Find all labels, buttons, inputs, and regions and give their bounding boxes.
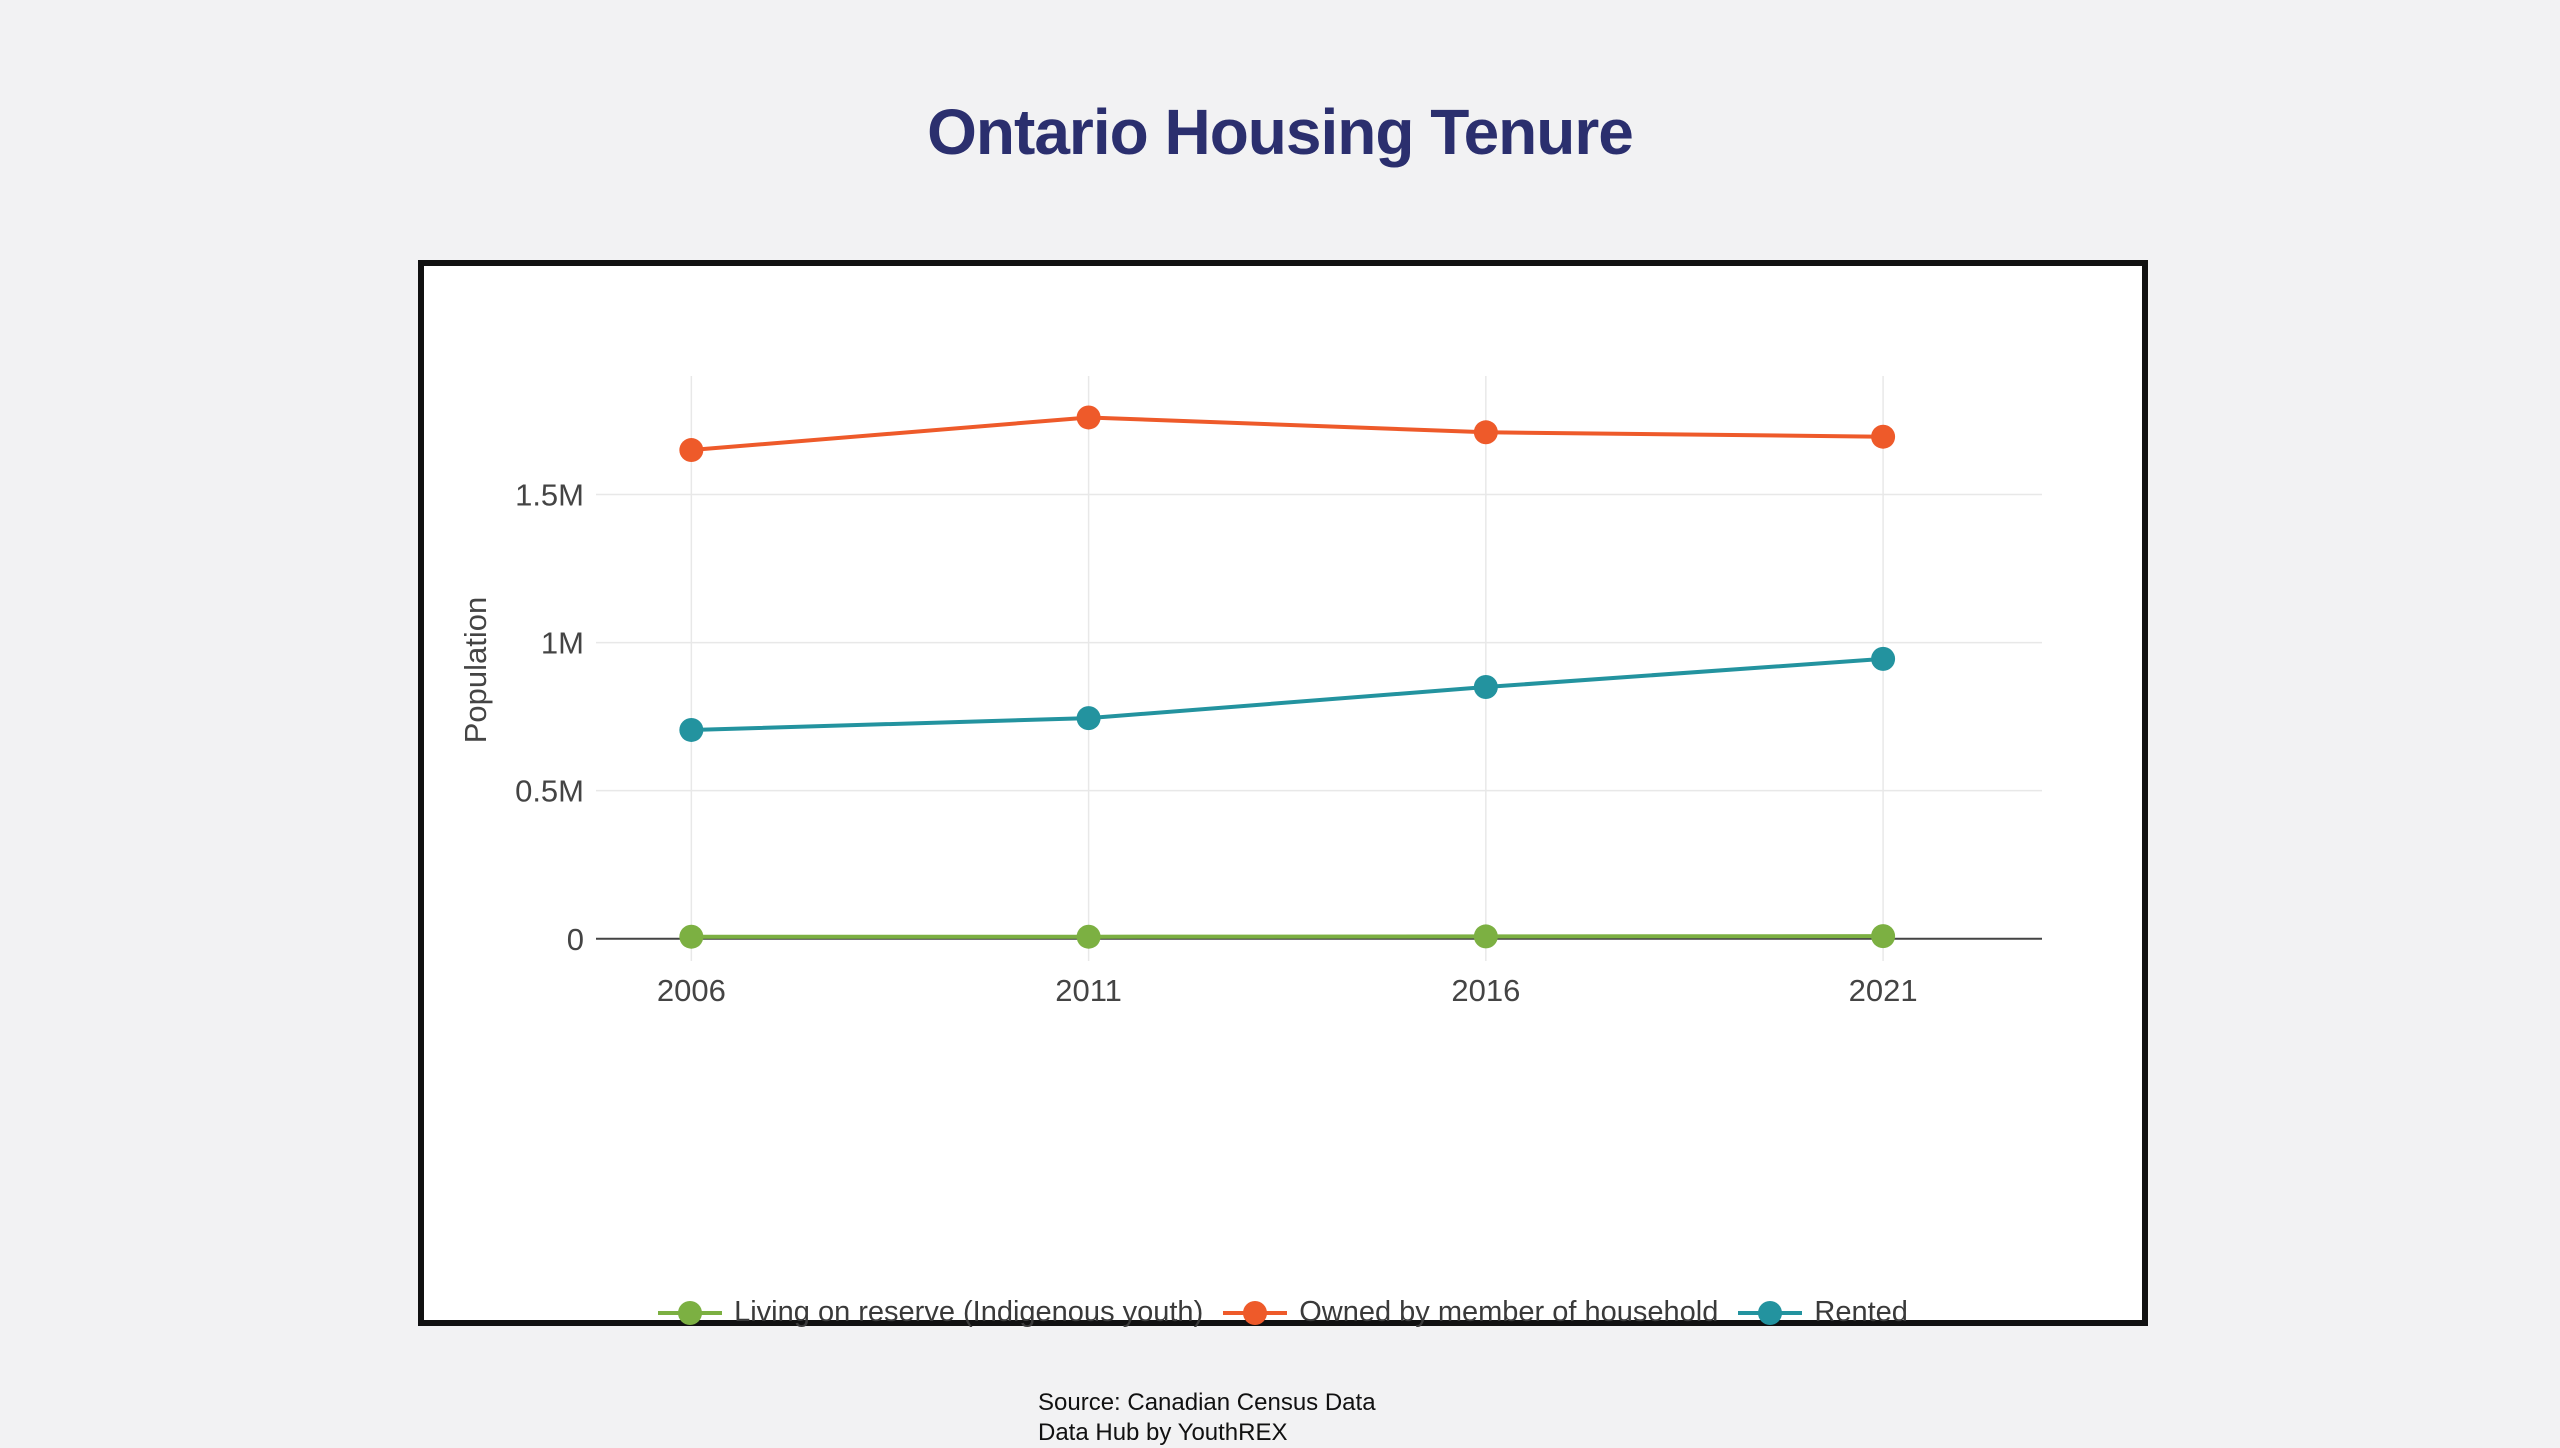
legend-dot-living-on-reserve (678, 1300, 703, 1325)
source-line: Source: Canadian Census Data (1038, 1389, 1376, 1416)
legend-dot-rented (1758, 1300, 1783, 1325)
y-tick-label: 0.5M (515, 774, 584, 809)
x-tick-label: 2016 (1451, 973, 1520, 1008)
series-line-0 (691, 934, 1884, 939)
y-tick-label: 0 (567, 922, 584, 957)
data-point (679, 924, 704, 949)
legend-item-owned[interactable]: Owned by member of household (1223, 1296, 1718, 1329)
x-tick-label: 2011 (1055, 973, 1122, 1008)
series-line-2 (691, 656, 1884, 732)
legend-label-living-on-reserve: Living on reserve (Indigenous youth) (734, 1296, 1204, 1328)
data-point (1076, 405, 1101, 430)
y-tick-label: 1M (541, 626, 584, 661)
legend-label-rented: Rented (1814, 1296, 1908, 1328)
credit-line: Data Hub by YouthREX (1038, 1419, 1288, 1446)
y-tick-label: 1.5M (515, 477, 584, 512)
data-point (679, 717, 704, 742)
page-title: Ontario Housing Tenure (927, 96, 1634, 168)
x-tick-label: 2006 (657, 973, 726, 1008)
legend-dot-owned (1243, 1300, 1268, 1325)
legend-swatch-icon (1223, 1298, 1288, 1328)
data-point (1473, 420, 1498, 445)
legend-item-rented[interactable]: Rented (1738, 1296, 1908, 1329)
data-point (1871, 424, 1896, 449)
y-axis-title: Population (458, 597, 493, 744)
source-note: Source: Canadian Census Data Data Hub by… (1038, 1388, 1376, 1448)
series-layer (679, 405, 1896, 949)
chart-legend: Living on reserve (Indigenous youth) Own… (424, 1296, 2142, 1329)
legend-item-living-on-reserve[interactable]: Living on reserve (Indigenous youth) (658, 1296, 1203, 1329)
data-point (679, 438, 704, 463)
data-point (1473, 675, 1498, 700)
x-tick-label: 2021 (1849, 973, 1918, 1008)
data-point (1076, 706, 1101, 731)
legend-swatch-icon (658, 1298, 723, 1328)
tick-labels: 2006 2011 2016 2021 0 0.5M 1M 1.5M Population (458, 477, 1918, 1008)
data-point (1473, 924, 1498, 949)
chart-frame: 2006 2011 2016 2021 0 0.5M 1M 1.5M Population Li… (418, 260, 2148, 1446)
series-line-1 (691, 415, 1884, 453)
legend-swatch-icon (1738, 1298, 1803, 1328)
data-point (1076, 924, 1101, 949)
line-chart: 2006 2011 2016 2021 0 0.5M 1M 1.5M Population (458, 376, 2042, 1008)
gridlines (596, 376, 2042, 961)
data-point (1871, 646, 1896, 671)
legend-label-owned: Owned by member of household (1299, 1296, 1719, 1328)
data-point (1871, 924, 1896, 949)
